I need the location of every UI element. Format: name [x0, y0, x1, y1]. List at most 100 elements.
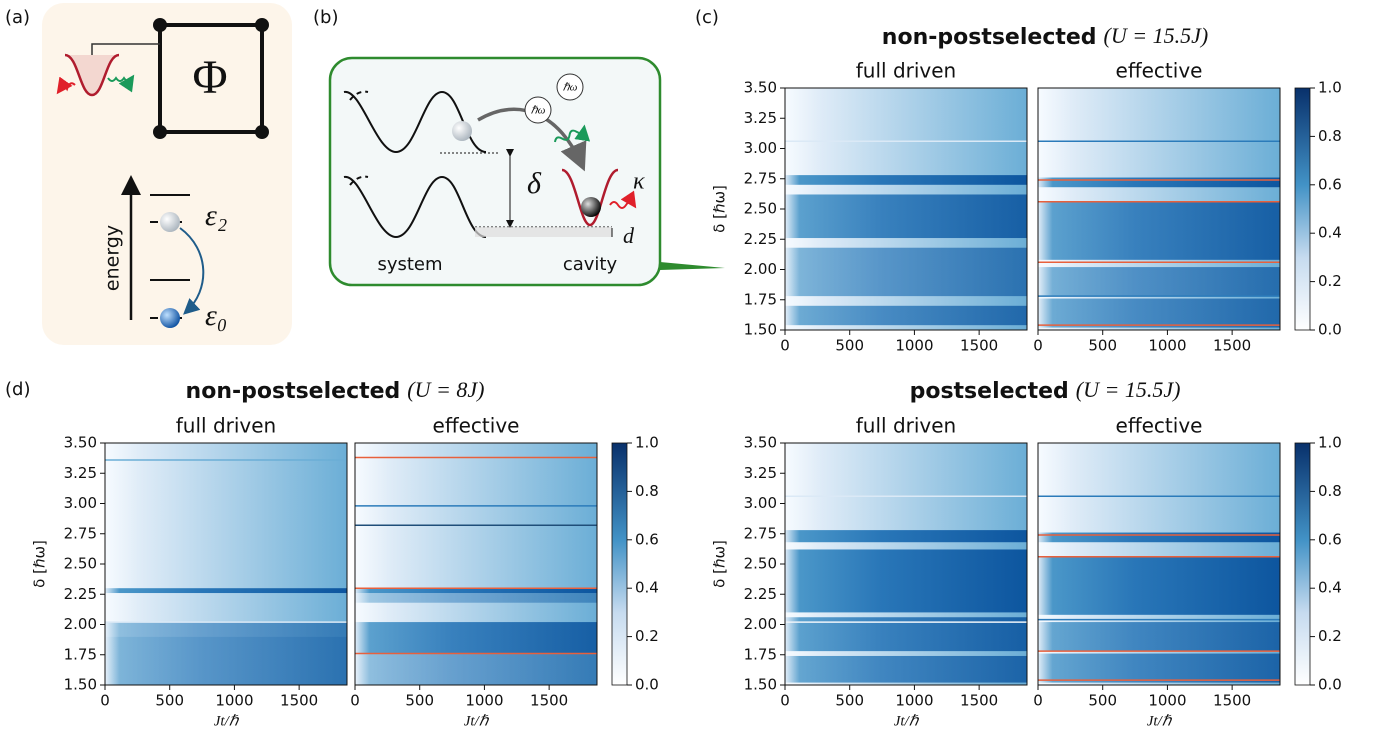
x-tick-label: 1000 — [895, 337, 933, 355]
x-tick-label: 0 — [1033, 337, 1043, 355]
heatmap-band — [785, 617, 1027, 652]
heatmap-band — [1038, 653, 1280, 683]
heatmap-band — [785, 305, 1027, 326]
panel-label: (a) — [5, 7, 30, 28]
colorbar-tick-label: 0.8 — [1318, 482, 1342, 500]
delta-label: δ — [527, 167, 542, 200]
y-tick-label: 3.25 — [744, 109, 777, 127]
x-tick-label: 500 — [1088, 337, 1117, 355]
y-tick-label: 3.50 — [744, 434, 777, 452]
panel-title: postselected (U = 15.5J) — [910, 377, 1181, 404]
level-label: ε₀ — [205, 299, 227, 332]
y-tick-label: 1.75 — [744, 290, 777, 308]
x-tick-label: 500 — [155, 692, 184, 710]
x-tick-label: 1000 — [895, 692, 933, 710]
panel-label: (c) — [695, 7, 719, 28]
colorbar-tick-label: 0.6 — [1318, 530, 1342, 548]
cavity-well — [64, 53, 120, 97]
heatmap-band — [785, 549, 1027, 613]
potential — [349, 90, 369, 101]
y-axis-label: δ [ℏω] — [31, 540, 49, 588]
colorbar-tick-label: 0.4 — [635, 579, 659, 597]
heatmap-band — [1038, 298, 1280, 328]
x-tick-label: 1000 — [1148, 337, 1186, 355]
colorbar-tick-label: 0.4 — [1318, 224, 1342, 242]
y-axis-label: δ [ℏω] — [711, 540, 729, 588]
heatmap-band — [105, 636, 347, 685]
x-axis-label: Jt/ℏ — [464, 713, 490, 729]
heatmap-band — [1038, 201, 1280, 260]
particle — [581, 197, 601, 217]
y-tick-label: 3.00 — [744, 139, 777, 157]
y-tick-label: 1.75 — [64, 645, 97, 663]
title-text: postselected — [910, 379, 1069, 404]
colorbar-tick-label: 0.6 — [635, 530, 659, 548]
panel-b: (b) δ d κ ℏω ℏω system cavity — [313, 7, 725, 287]
heatmap-band — [785, 175, 1027, 185]
panel-background — [328, 56, 662, 287]
x-axis-label: Jt/ℏ — [214, 713, 240, 729]
particle — [160, 308, 180, 328]
x-tick-label: 500 — [835, 337, 864, 355]
colorbar-tick-label: 0.6 — [1318, 175, 1342, 193]
heatmap-band — [355, 593, 597, 603]
x-tick-label: 1000 — [465, 692, 503, 710]
x-tick-label: 0 — [1033, 692, 1043, 710]
y-tick-label: 1.75 — [744, 645, 777, 663]
photon — [554, 124, 591, 143]
x-tick-label: 1500 — [960, 692, 998, 710]
colorbar-tick-label: 0.0 — [1318, 676, 1342, 694]
y-tick-label: 2.25 — [744, 585, 777, 603]
heatmap-band — [785, 194, 1027, 239]
bubble-tail — [660, 262, 725, 270]
x-tick-label: 0 — [350, 692, 360, 710]
potential — [349, 175, 369, 186]
title-text: non-postselected — [186, 379, 401, 404]
potential — [343, 90, 487, 154]
colorbar-tick-label: 0.2 — [635, 627, 659, 645]
y-tick-label: 1.50 — [744, 676, 777, 694]
site — [153, 125, 167, 139]
photon — [107, 74, 135, 93]
colorbar — [1294, 442, 1311, 686]
photon-label: ℏω — [563, 82, 578, 94]
panel-a: (a) Φ energy ε₂ ε₀ — [5, 3, 292, 345]
heatmap-band — [785, 247, 1027, 297]
y-tick-label: 2.50 — [744, 200, 777, 218]
panel-title: non-postselected (U = 15.5J) — [882, 23, 1208, 50]
potential — [343, 175, 487, 239]
plaquette — [158, 23, 264, 134]
y-tick-label: 3.25 — [64, 464, 97, 482]
subplot-title: effective — [433, 414, 520, 438]
panel-background — [42, 3, 292, 345]
site — [153, 18, 167, 32]
photon — [609, 190, 637, 209]
photon — [56, 76, 76, 95]
colorbar — [611, 442, 628, 686]
x-axis-label: Jt/ℏ — [1147, 713, 1173, 729]
y-tick-label: 2.00 — [744, 615, 777, 633]
x-tick-label: 500 — [405, 692, 434, 710]
colorbar-tick-label: 0.2 — [1318, 627, 1342, 645]
title-math: (U = 15.5J) — [1076, 377, 1181, 402]
level-label: ε₂ — [205, 199, 227, 232]
heatmap-frame — [1037, 442, 1281, 686]
site — [255, 125, 269, 139]
y-tick-label: 2.75 — [744, 524, 777, 542]
x-tick-label: 1500 — [530, 692, 568, 710]
photon-label: ℏω — [531, 105, 546, 117]
detuning-region — [475, 227, 612, 237]
panel-title: non-postselected (U = 8J) — [186, 377, 485, 404]
x-tick-label: 500 — [1088, 692, 1117, 710]
x-tick-label: 1500 — [960, 337, 998, 355]
title-math: (U = 15.5J) — [1104, 23, 1209, 48]
y-tick-label: 3.00 — [744, 494, 777, 512]
decay-label: κ — [633, 169, 645, 195]
y-tick-label: 3.50 — [744, 79, 777, 97]
cavity-well — [561, 168, 619, 227]
y-tick-label: 3.50 — [64, 434, 97, 452]
heatmap-band — [355, 653, 597, 685]
site — [255, 18, 269, 32]
detuning-label: d — [623, 223, 635, 248]
y-tick-label: 2.25 — [64, 585, 97, 603]
